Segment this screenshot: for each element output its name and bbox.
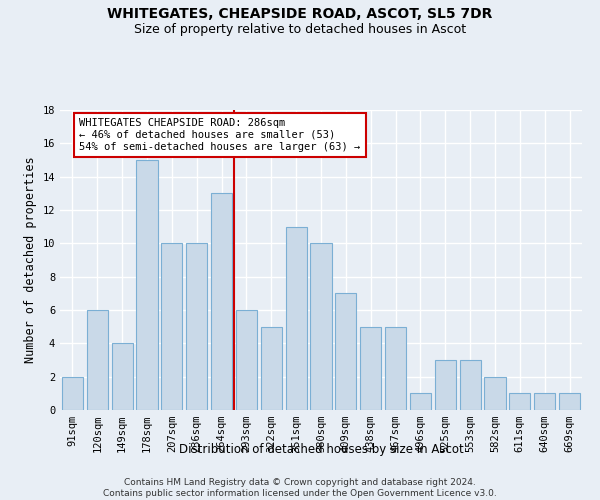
Bar	[211, 194, 232, 410]
Bar	[286, 226, 307, 410]
Bar	[136, 160, 158, 410]
Bar	[335, 294, 356, 410]
Y-axis label: Number of detached properties: Number of detached properties	[24, 156, 37, 364]
Bar	[509, 394, 530, 410]
Bar	[484, 376, 506, 410]
Bar	[236, 310, 257, 410]
Bar	[559, 394, 580, 410]
Text: WHITEGATES CHEAPSIDE ROAD: 286sqm
← 46% of detached houses are smaller (53)
54% : WHITEGATES CHEAPSIDE ROAD: 286sqm ← 46% …	[79, 118, 361, 152]
Bar	[62, 376, 83, 410]
Bar	[385, 326, 406, 410]
Bar	[360, 326, 381, 410]
Text: Distribution of detached houses by size in Ascot: Distribution of detached houses by size …	[179, 442, 463, 456]
Text: Size of property relative to detached houses in Ascot: Size of property relative to detached ho…	[134, 22, 466, 36]
Bar	[534, 394, 555, 410]
Bar	[410, 394, 431, 410]
Bar	[310, 244, 332, 410]
Bar	[161, 244, 182, 410]
Bar	[261, 326, 282, 410]
Bar	[87, 310, 108, 410]
Bar	[460, 360, 481, 410]
Text: Contains HM Land Registry data © Crown copyright and database right 2024.
Contai: Contains HM Land Registry data © Crown c…	[103, 478, 497, 498]
Bar	[186, 244, 207, 410]
Bar	[435, 360, 456, 410]
Bar	[112, 344, 133, 410]
Text: WHITEGATES, CHEAPSIDE ROAD, ASCOT, SL5 7DR: WHITEGATES, CHEAPSIDE ROAD, ASCOT, SL5 7…	[107, 8, 493, 22]
